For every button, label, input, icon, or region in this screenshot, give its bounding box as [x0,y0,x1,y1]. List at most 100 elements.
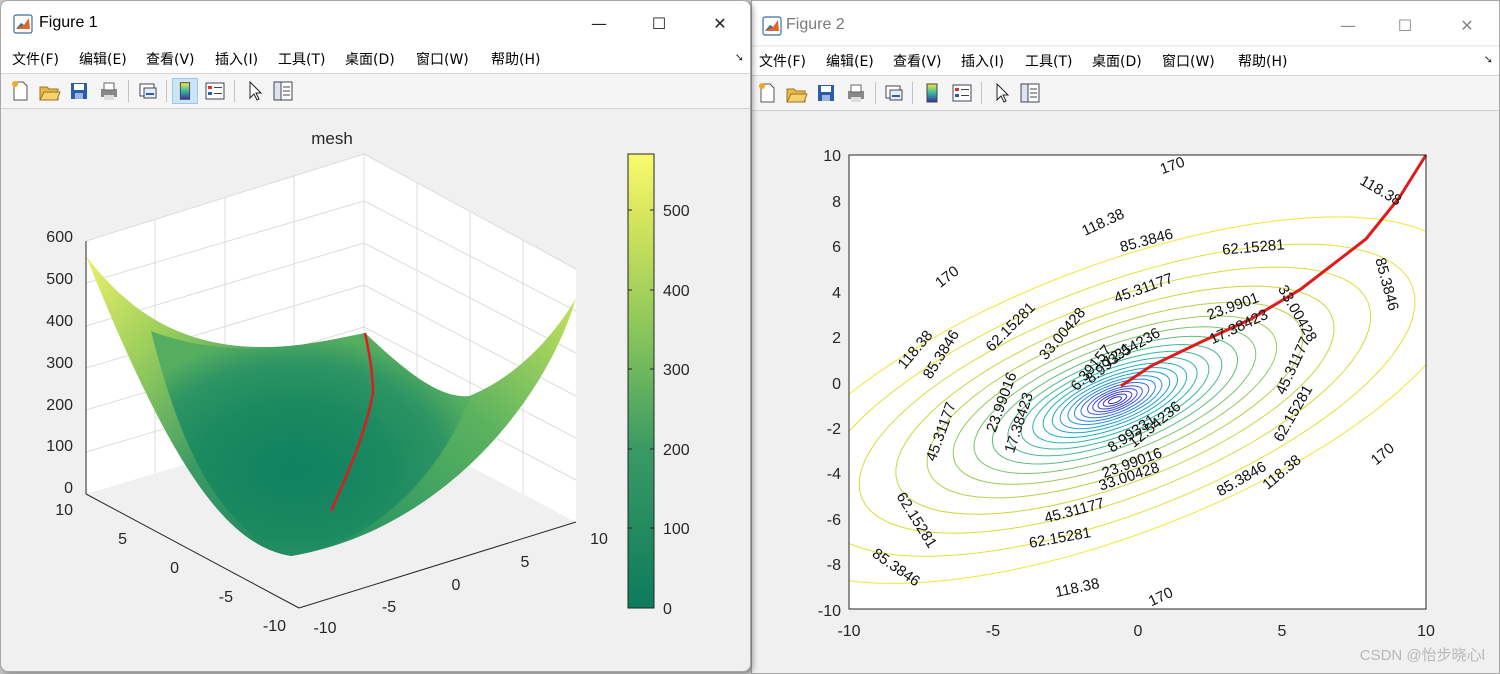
contour-line [858,266,1372,534]
x-tick: -5 [986,623,1000,640]
y-tick: 4 [832,285,841,302]
y-tick: -8 [827,557,841,574]
figure-2-window: Figure 2 — ☐ ✕ 文件(F) 编辑(E) 查看(V) 插入(I) 工… [751,0,1500,674]
property-inspector-icon[interactable] [270,78,296,104]
y-tick: 5 [118,531,127,548]
contour-line [1107,396,1122,405]
close-button[interactable]: ✕ [1460,16,1474,35]
z-tick: 600 [46,229,73,246]
x-tick: 5 [1278,623,1287,640]
contour-line [1059,371,1171,430]
menubar: 文件(F) 编辑(E) 查看(V) 插入(I) 工具(T) 桌面(D) 窗口(W… [1,45,750,74]
menu-insert[interactable]: 插入(I) [961,54,1005,70]
menu-window[interactable]: 窗口(W) [416,52,469,68]
y-tick: 0 [170,560,179,577]
y-tick: 2 [832,330,841,347]
minimize-button[interactable]: — [1340,16,1356,35]
save-icon[interactable] [66,78,92,104]
x-tick: 0 [1134,623,1143,640]
contour-line [1102,393,1128,407]
menu-file[interactable]: 文件(F) [759,54,806,70]
menu-file[interactable]: 文件(F) [12,52,59,68]
axes-lines [85,241,577,609]
menu-help[interactable]: 帮助(H) [491,52,541,68]
y-tick: 10 [55,502,73,519]
print-icon[interactable] [843,80,869,106]
y-tick: -10 [818,603,841,620]
contour-line [1020,350,1210,450]
open-file-icon[interactable] [36,78,62,104]
close-button[interactable]: ✕ [713,14,727,33]
dock-arrow-icon[interactable]: ➘ [734,51,744,64]
contour-line [1067,375,1163,426]
x-tick: -10 [837,623,860,640]
menu-help[interactable]: 帮助(H) [1238,54,1288,70]
x-tick: -5 [382,599,396,616]
z-tick: 400 [46,313,73,330]
axes-box [848,154,1427,610]
contour-line [895,285,1335,515]
watermark: CSDN @怡步晓心l [1359,647,1485,664]
z-tick: 0 [64,480,73,497]
colorbar-tick: 100 [663,521,690,538]
link-plot-icon[interactable] [881,80,907,106]
legend-icon[interactable] [949,80,975,106]
colorbar-tick: 500 [663,203,690,220]
y-tick: -4 [827,466,841,483]
z-tick: 100 [46,438,73,455]
print-icon[interactable] [96,78,122,104]
save-icon[interactable] [813,80,839,106]
colorbar-icon[interactable] [172,78,198,104]
menu-tools[interactable]: 工具(T) [1025,54,1073,70]
contour-line [952,315,1278,485]
y-tick: -5 [219,589,233,606]
axes-ticks-text: mesh 0 100 200 300 400 500 600 10 5 0 -5… [46,129,608,637]
menu-desktop[interactable]: 桌面(D) [345,52,395,68]
menu-insert[interactable]: 插入(I) [215,52,259,68]
matlab-icon [762,16,782,36]
edit-plot-icon[interactable] [241,78,267,104]
menu-desktop[interactable]: 桌面(D) [1092,54,1142,70]
y-tick: 6 [832,239,841,256]
colorbar-tick: 200 [663,442,690,459]
menu-window[interactable]: 窗口(W) [1162,54,1215,70]
y-tick: -6 [827,512,841,529]
contour-line [973,326,1257,475]
menu-view[interactable]: 查看(V) [893,54,942,70]
z-tick: 200 [46,397,73,414]
contour-line [991,335,1238,465]
figure-1-titlebar[interactable]: Figure 1 — ☐ ✕ [1,1,750,45]
mesh-plot-axes[interactable]: mesh 0 100 200 300 400 500 600 10 5 0 -5… [1,109,750,671]
y-tick: -2 [827,421,841,438]
menu-view[interactable]: 查看(V) [146,52,195,68]
y-tick: -10 [263,618,286,635]
minimize-button[interactable]: — [591,14,607,33]
property-inspector-icon[interactable] [1017,80,1043,106]
figure-2-titlebar[interactable]: Figure 2 — ☐ ✕ [752,1,1499,45]
link-plot-icon[interactable] [135,78,161,104]
legend-icon[interactable] [202,78,228,104]
edit-plot-icon[interactable] [988,80,1014,106]
figure-toolbar [1,74,750,109]
menu-tools[interactable]: 工具(T) [278,52,326,68]
y-tick: 8 [832,194,841,211]
maximize-button[interactable]: ☐ [651,14,667,33]
colorbar-icon[interactable] [919,80,945,106]
descent-path [1120,154,1428,388]
contour-line [1042,362,1188,439]
colorbar[interactable]: 0 100 200 300 400 500 [627,153,690,618]
axes-title: mesh [311,129,353,148]
colorbar-tick: 0 [663,601,672,618]
matlab-icon [13,14,33,34]
x-tick: 5 [521,554,530,571]
x-tick: 10 [590,531,608,548]
dock-arrow-icon[interactable]: ➘ [1483,53,1493,66]
z-tick: 500 [46,271,73,288]
new-figure-icon[interactable] [7,78,33,104]
menu-edit[interactable]: 编辑(E) [826,54,874,70]
maximize-button[interactable]: ☐ [1397,16,1413,35]
menu-edit[interactable]: 编辑(E) [79,52,127,68]
new-figure-icon[interactable] [754,80,780,106]
open-file-icon[interactable] [783,80,809,106]
